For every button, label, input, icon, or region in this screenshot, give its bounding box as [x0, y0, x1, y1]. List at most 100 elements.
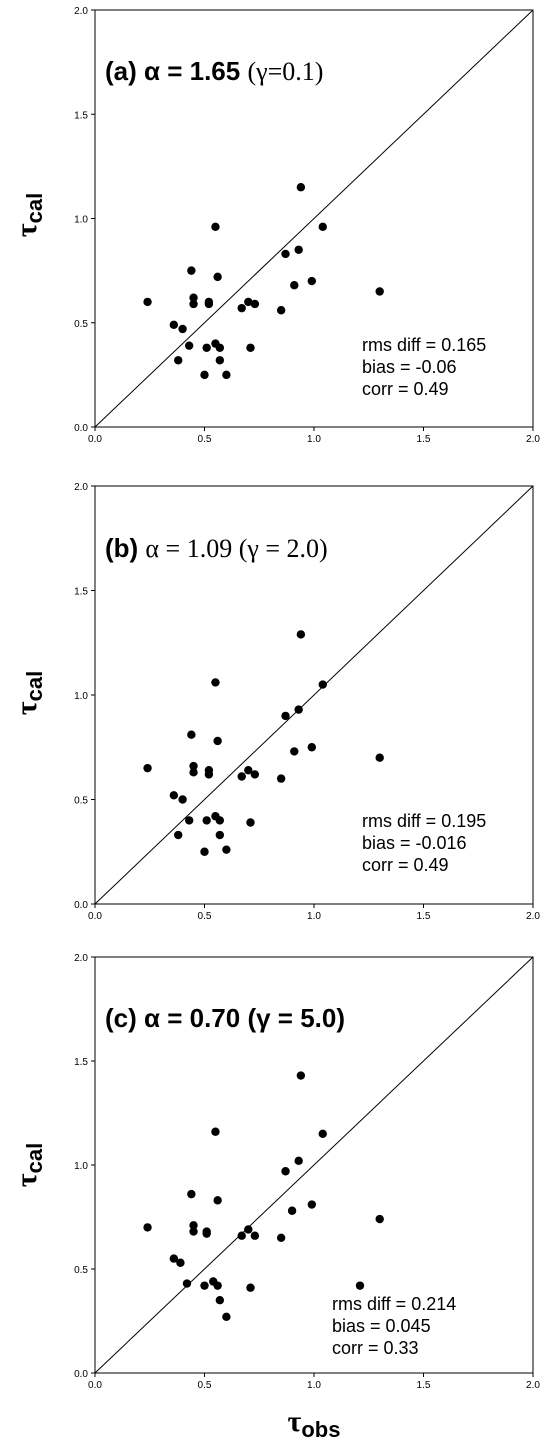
data-point	[296, 1071, 306, 1080]
data-point	[244, 297, 253, 307]
data-point	[294, 705, 303, 714]
data-point	[215, 830, 225, 840]
data-point	[200, 1281, 209, 1290]
data-point	[187, 266, 196, 275]
data-point	[143, 763, 152, 773]
data-point	[246, 818, 255, 827]
scatter-panel-1: 0.0 0.5 1.0 1.5 2.0 0.0 0.5 1.0 1.5 2.0 (a) α = 1.…	[10, 6, 540, 445]
y-tick-label: 2.0	[74, 6, 88, 17]
data-point	[375, 753, 384, 762]
data-point	[296, 183, 306, 192]
data-point	[294, 1156, 303, 1166]
data-point	[222, 1312, 231, 1322]
stats-line: corr = 0.49	[362, 379, 449, 399]
data-point	[290, 281, 299, 290]
data-point	[237, 1231, 246, 1240]
data-point	[307, 276, 317, 286]
stats-line: bias = 0.045	[332, 1316, 431, 1336]
data-point	[202, 816, 211, 825]
data-point	[246, 343, 255, 352]
x-tick-label: 0.5	[198, 1380, 212, 1391]
y-axis-label: τcal	[10, 193, 47, 237]
x-tick-label: 2.0	[526, 911, 540, 922]
data-point	[143, 1223, 152, 1232]
data-point	[296, 630, 306, 639]
scatter-panel-3: 0.0 0.5 1.0 1.5 2.0 0.0 0.5 1.0 1.5 2.0 (c) α = 0.…	[10, 953, 540, 1442]
data-point	[222, 370, 231, 380]
data-point	[211, 678, 220, 687]
data-point	[237, 772, 246, 781]
y-tick-label: 2.0	[74, 482, 88, 493]
data-point	[276, 774, 286, 783]
data-point	[174, 356, 183, 365]
x-tick-label: 1.5	[417, 1380, 431, 1391]
data-point	[318, 222, 327, 232]
data-point	[215, 816, 225, 825]
x-tick-label: 0.0	[88, 1380, 102, 1391]
data-point	[276, 306, 286, 315]
data-point	[215, 356, 225, 365]
stats-line: bias = -0.06	[362, 357, 457, 377]
data-point	[174, 830, 183, 840]
y-axis-label: τcal	[10, 671, 47, 715]
panel-title: (a) α = 1.65 (γ=0.1)	[105, 56, 323, 86]
data-point	[211, 1127, 220, 1136]
stats-line: corr = 0.33	[332, 1338, 419, 1358]
data-point	[307, 1200, 317, 1209]
x-tick-label: 0.0	[88, 434, 102, 445]
y-tick-label: 1.5	[74, 1057, 88, 1068]
data-point	[169, 1254, 179, 1263]
data-point	[189, 1227, 198, 1236]
y-tick-label: 1.0	[74, 691, 88, 702]
data-point	[189, 293, 198, 302]
scatter-panel-2: 0.0 0.5 1.0 1.5 2.0 0.0 0.5 1.0 1.5 2.0 (b) α = 1.…	[10, 482, 540, 922]
one-to-one-line	[94, 9, 534, 428]
data-point	[281, 711, 290, 721]
data-point	[250, 1231, 260, 1240]
data-point	[287, 1206, 297, 1215]
data-point	[307, 743, 317, 752]
data-point	[246, 1283, 255, 1292]
panel-title: (b) α = 1.09 (γ = 2.0)	[105, 533, 328, 563]
x-tick-label: 1.0	[307, 911, 321, 922]
one-to-one-line	[94, 956, 534, 1374]
data-point	[189, 299, 198, 309]
data-point	[211, 222, 220, 232]
data-point	[375, 287, 384, 296]
data-point	[290, 747, 299, 756]
data-point	[189, 1221, 198, 1230]
y-tick-label: 1.0	[74, 215, 88, 226]
data-point	[213, 1196, 222, 1205]
x-tick-label: 1.5	[417, 434, 431, 445]
one-to-one-line	[94, 485, 534, 905]
data-point	[244, 766, 253, 775]
data-point	[281, 1167, 290, 1176]
data-point	[202, 1229, 211, 1238]
x-tick-label: 1.5	[417, 911, 431, 922]
data-point	[182, 1279, 192, 1288]
data-point	[281, 249, 290, 259]
data-point	[178, 795, 187, 804]
x-tick-label: 2.0	[526, 434, 540, 445]
x-tick-label: 1.0	[307, 1380, 321, 1391]
y-tick-label: 0.0	[74, 900, 88, 911]
x-tick-label: 0.5	[198, 911, 212, 922]
data-point	[213, 736, 222, 746]
y-tick-label: 0.5	[74, 319, 88, 330]
data-point	[143, 297, 152, 307]
data-point	[250, 299, 260, 309]
data-point	[202, 343, 211, 352]
data-point	[187, 1189, 196, 1199]
data-point	[215, 1296, 225, 1305]
y-tick-label: 0.0	[74, 1369, 88, 1380]
data-point	[237, 303, 246, 313]
x-tick-label: 0.0	[88, 911, 102, 922]
stats-line: rms diff = 0.214	[332, 1294, 456, 1314]
y-tick-label: 2.0	[74, 953, 88, 964]
stats-line: corr = 0.49	[362, 855, 449, 875]
data-point	[184, 341, 194, 350]
data-point	[204, 770, 214, 779]
data-point	[189, 761, 198, 771]
data-point	[215, 343, 225, 352]
